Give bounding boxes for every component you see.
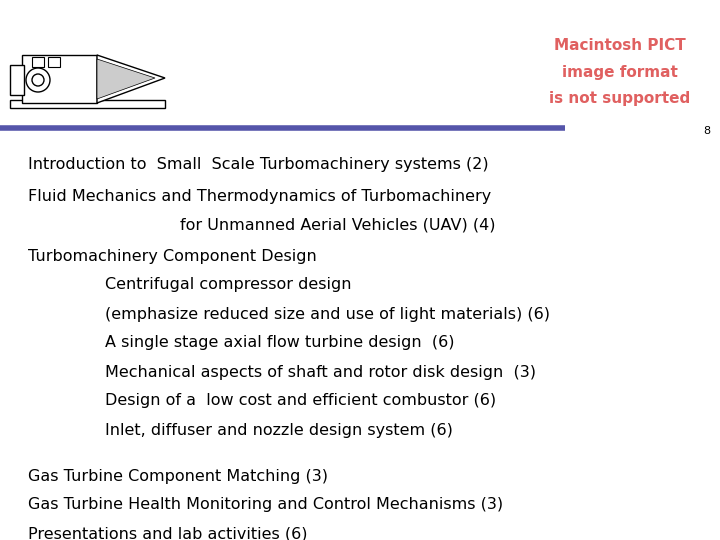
- Text: Gas Turbine Component Matching (3): Gas Turbine Component Matching (3): [28, 469, 328, 483]
- Text: A single stage axial flow turbine design  (6): A single stage axial flow turbine design…: [105, 335, 454, 350]
- Text: for Unmanned Aerial Vehicles (UAV) (4): for Unmanned Aerial Vehicles (UAV) (4): [180, 218, 495, 233]
- Text: 8: 8: [703, 126, 710, 136]
- Circle shape: [26, 68, 50, 92]
- Bar: [32, 57, 44, 67]
- Text: Centrifugal compressor design: Centrifugal compressor design: [105, 278, 351, 293]
- Text: Turbomachinery Component Design: Turbomachinery Component Design: [28, 248, 317, 264]
- Text: Macintosh PICT: Macintosh PICT: [554, 37, 686, 52]
- Bar: [22, 55, 97, 103]
- Text: Introduction to  Small  Scale Turbomachinery systems (2): Introduction to Small Scale Turbomachine…: [28, 158, 489, 172]
- Polygon shape: [97, 59, 155, 99]
- Text: image format: image format: [562, 64, 678, 79]
- Text: Mechanical aspects of shaft and rotor disk design  (3): Mechanical aspects of shaft and rotor di…: [105, 364, 536, 380]
- Polygon shape: [97, 55, 165, 103]
- Text: Presentations and lab activities (6): Presentations and lab activities (6): [28, 526, 307, 540]
- Text: Design of a  low cost and efficient combustor (6): Design of a low cost and efficient combu…: [105, 394, 496, 408]
- Text: Fluid Mechanics and Thermodynamics of Turbomachinery: Fluid Mechanics and Thermodynamics of Tu…: [28, 188, 491, 204]
- Text: Gas Turbine Health Monitoring and Control Mechanisms (3): Gas Turbine Health Monitoring and Contro…: [28, 497, 503, 512]
- Text: Inlet, diffuser and nozzle design system (6): Inlet, diffuser and nozzle design system…: [105, 422, 453, 437]
- Bar: [48, 57, 60, 67]
- Bar: [10, 100, 165, 108]
- Bar: [10, 65, 24, 95]
- Circle shape: [32, 74, 44, 86]
- Text: is not supported: is not supported: [549, 91, 690, 106]
- Text: (emphasize reduced size and use of light materials) (6): (emphasize reduced size and use of light…: [105, 307, 550, 321]
